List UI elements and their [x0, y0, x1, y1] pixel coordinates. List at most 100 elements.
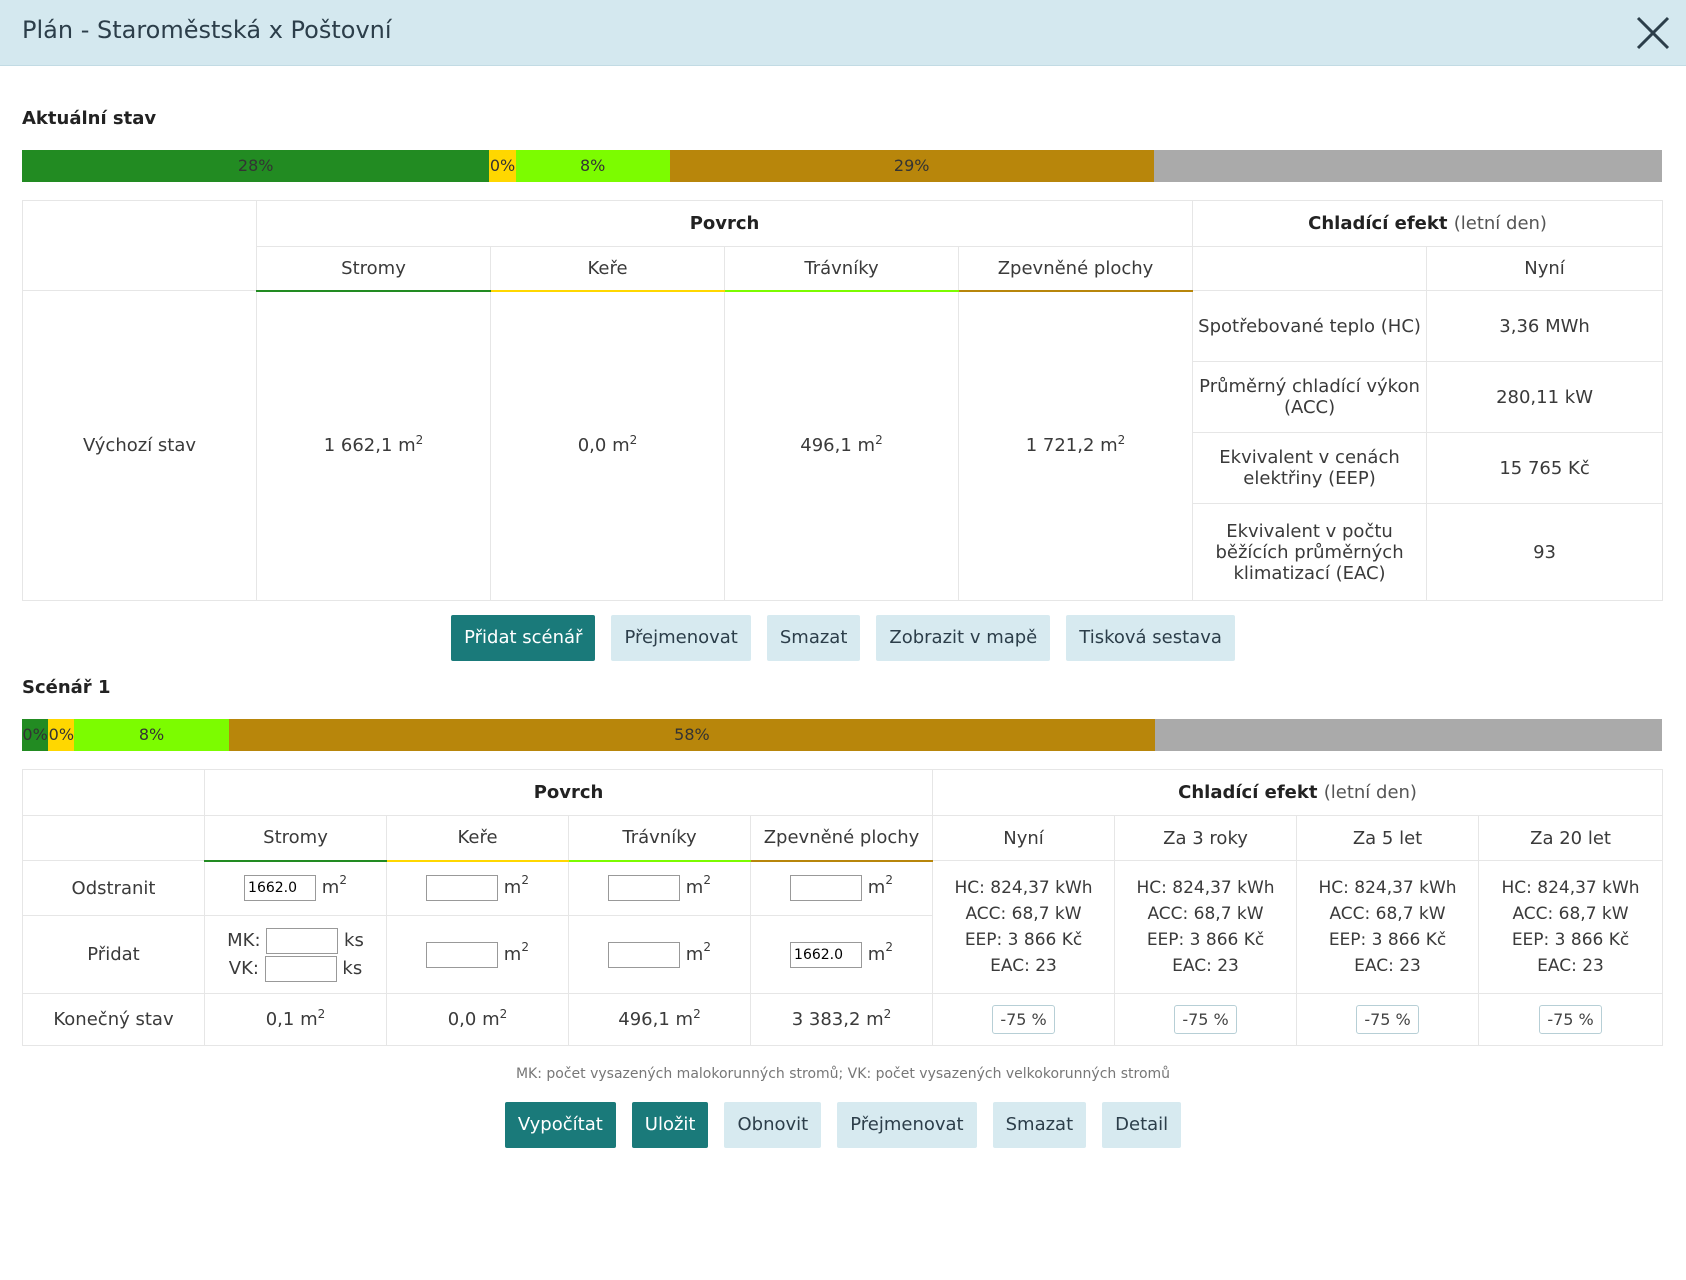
rename-button[interactable]: Přejmenovat — [611, 615, 751, 661]
povrch-header: Povrch — [203, 769, 934, 816]
result-eep: EEP: 3 866 Kč — [1511, 930, 1630, 950]
metric-value: 93 — [1426, 503, 1664, 601]
pct-5-years-button[interactable]: -75 % — [1356, 1005, 1419, 1034]
result-eep: EEP: 3 866 Kč — [1146, 930, 1265, 950]
rename-scenario-button[interactable]: Přejmenovat — [837, 1102, 977, 1148]
col-5-years: Za 5 let — [1296, 815, 1480, 861]
add-lawns-input[interactable] — [608, 941, 681, 968]
add-paved-cell: m2 — [749, 915, 934, 994]
col-now: Nyní — [1426, 246, 1664, 291]
bar-segment-shrubs: 0% — [489, 150, 516, 182]
remove-shrubs-input[interactable] — [426, 875, 499, 902]
add-paved-input[interactable] — [790, 941, 863, 968]
result-3-years: HC: 824,37 kWh ACC: 68,7 kW EEP: 3 866 K… — [1114, 860, 1298, 994]
result-hc: HC: 824,37 kWh — [954, 878, 1093, 898]
bar-segment-paved: 29% — [669, 150, 1154, 182]
mk-row: MK: ks — [209, 927, 382, 954]
add-scenario-button[interactable]: Přidat scénář — [451, 615, 596, 661]
col-paved: Zpevněné plochy — [957, 246, 1194, 292]
metric-label: Ekvivalent v počtu běžících průměrných k… — [1192, 503, 1428, 601]
unit-label: m — [867, 877, 886, 899]
result-eac: EAC: 23 — [990, 956, 1057, 976]
add-shrubs-cell: m2 — [386, 915, 569, 994]
unit-sup: 2 — [415, 433, 424, 448]
col-trees: Stromy — [204, 815, 387, 862]
remove-paved-input[interactable] — [790, 875, 863, 902]
metric-value: 3,36 MWh — [1426, 290, 1664, 362]
pct-3-years-button[interactable]: -75 % — [1174, 1005, 1237, 1034]
shrubs-value: 0,0 m2 — [490, 290, 725, 601]
vk-label: VK: — [228, 957, 259, 979]
detail-button[interactable]: Detail — [1102, 1102, 1182, 1148]
add-shrubs-input[interactable] — [426, 941, 499, 968]
result-acc: ACC: 68,7 kW — [1147, 904, 1264, 924]
final-trees-text: 0,1 m — [265, 1009, 318, 1030]
current-state-title: Aktuální stav — [22, 108, 157, 129]
remove-trees-cell: m2 — [204, 860, 387, 916]
paved-value: 1 721,2 m2 — [957, 290, 1194, 601]
remove-lawns-input[interactable] — [608, 875, 681, 902]
unit-ks: ks — [344, 929, 364, 951]
result-eac: EAC: 23 — [1354, 956, 1421, 976]
add-trees-cell: MK: ks VK: ks — [204, 915, 387, 994]
final-lawns: 496,1 m2 — [568, 993, 751, 1046]
result-5-years: HC: 824,37 kWh ACC: 68,7 kW EEP: 3 866 K… — [1296, 860, 1480, 994]
col-paved: Zpevněné plochy — [749, 815, 934, 862]
delete-scenario-button[interactable]: Smazat — [992, 1102, 1087, 1148]
col-20-years: Za 20 let — [1478, 815, 1664, 861]
col-now: Nyní — [932, 815, 1116, 861]
unit-label: m — [867, 943, 886, 965]
delete-button[interactable]: Smazat — [766, 615, 861, 661]
add-mk-input[interactable] — [266, 927, 339, 954]
trees-value-text: 1 662,1 m — [323, 435, 416, 457]
corner-cell — [22, 815, 205, 861]
col-shrubs: Keře — [386, 815, 569, 862]
remove-trees-input[interactable] — [244, 875, 317, 902]
unit-label: m — [685, 877, 704, 899]
save-button[interactable]: Uložit — [631, 1102, 709, 1148]
cooling-header-label: Chladící efekt — [1308, 213, 1448, 234]
metric-label: Průměrný chladící výkon (ACC) — [1192, 361, 1428, 433]
row-initial-state: Výchozí stav — [22, 290, 257, 601]
cooling-header: Chladící efekt (letní den) — [932, 769, 1664, 816]
paved-value-text: 1 721,2 m — [1025, 435, 1118, 457]
current-state-table: Povrch Chladící efekt (letní den) Stromy… — [22, 200, 1664, 601]
scenario-actions: Vypočítat Uložit Obnovit Přejmenovat Sma… — [0, 1102, 1686, 1148]
result-acc: ACC: 68,7 kW — [1329, 904, 1446, 924]
final-shrubs: 0,0 m2 — [386, 993, 569, 1046]
cooling-header-label: Chladící efekt — [1178, 782, 1318, 803]
print-report-button[interactable]: Tisková sestava — [1066, 615, 1235, 661]
bar-segment-trees: 0% — [22, 719, 49, 751]
unit-label: m — [321, 877, 340, 899]
unit-sup: 2 — [521, 939, 529, 954]
final-lawns-text: 496,1 m — [618, 1009, 694, 1030]
final-shrubs-text: 0,0 m — [447, 1009, 500, 1030]
result-hc: HC: 824,37 kWh — [1501, 878, 1640, 898]
refresh-button[interactable]: Obnovit — [724, 1102, 822, 1148]
pct-20-years-button[interactable]: -75 % — [1539, 1005, 1602, 1034]
current-actions: Přidat scénář Přejmenovat Smazat Zobrazi… — [0, 615, 1686, 661]
pct-now-cell: -75 % — [932, 993, 1116, 1046]
unit-label: m — [685, 943, 704, 965]
pct-20y-cell: -75 % — [1478, 993, 1664, 1046]
unit-sup: 2 — [693, 1007, 701, 1021]
pct-now-button[interactable]: -75 % — [992, 1005, 1055, 1034]
final-paved-text: 3 383,2 m — [791, 1009, 884, 1030]
unit-ks: ks — [342, 957, 363, 979]
corner-cell — [22, 769, 205, 816]
result-eac: EAC: 23 — [1537, 956, 1604, 976]
row-remove: Odstranit — [22, 860, 205, 916]
add-vk-input[interactable] — [264, 955, 337, 982]
trees-value: 1 662,1 m2 — [256, 290, 491, 601]
unit-sup: 2 — [885, 939, 893, 954]
unit-sup: 2 — [499, 1007, 508, 1021]
calculate-button[interactable]: Vypočítat — [504, 1102, 616, 1148]
result-now: HC: 824,37 kWh ACC: 68,7 kW EEP: 3 866 K… — [932, 860, 1116, 994]
result-eep: EEP: 3 866 Kč — [1328, 930, 1447, 950]
unit-sup: 2 — [875, 433, 883, 448]
close-icon[interactable] — [1634, 14, 1672, 52]
show-map-button[interactable]: Zobrazit v mapě — [876, 615, 1051, 661]
unit-label: m — [503, 943, 522, 965]
row-add: Přidat — [22, 915, 205, 994]
pct-3y-cell: -75 % — [1114, 993, 1298, 1046]
